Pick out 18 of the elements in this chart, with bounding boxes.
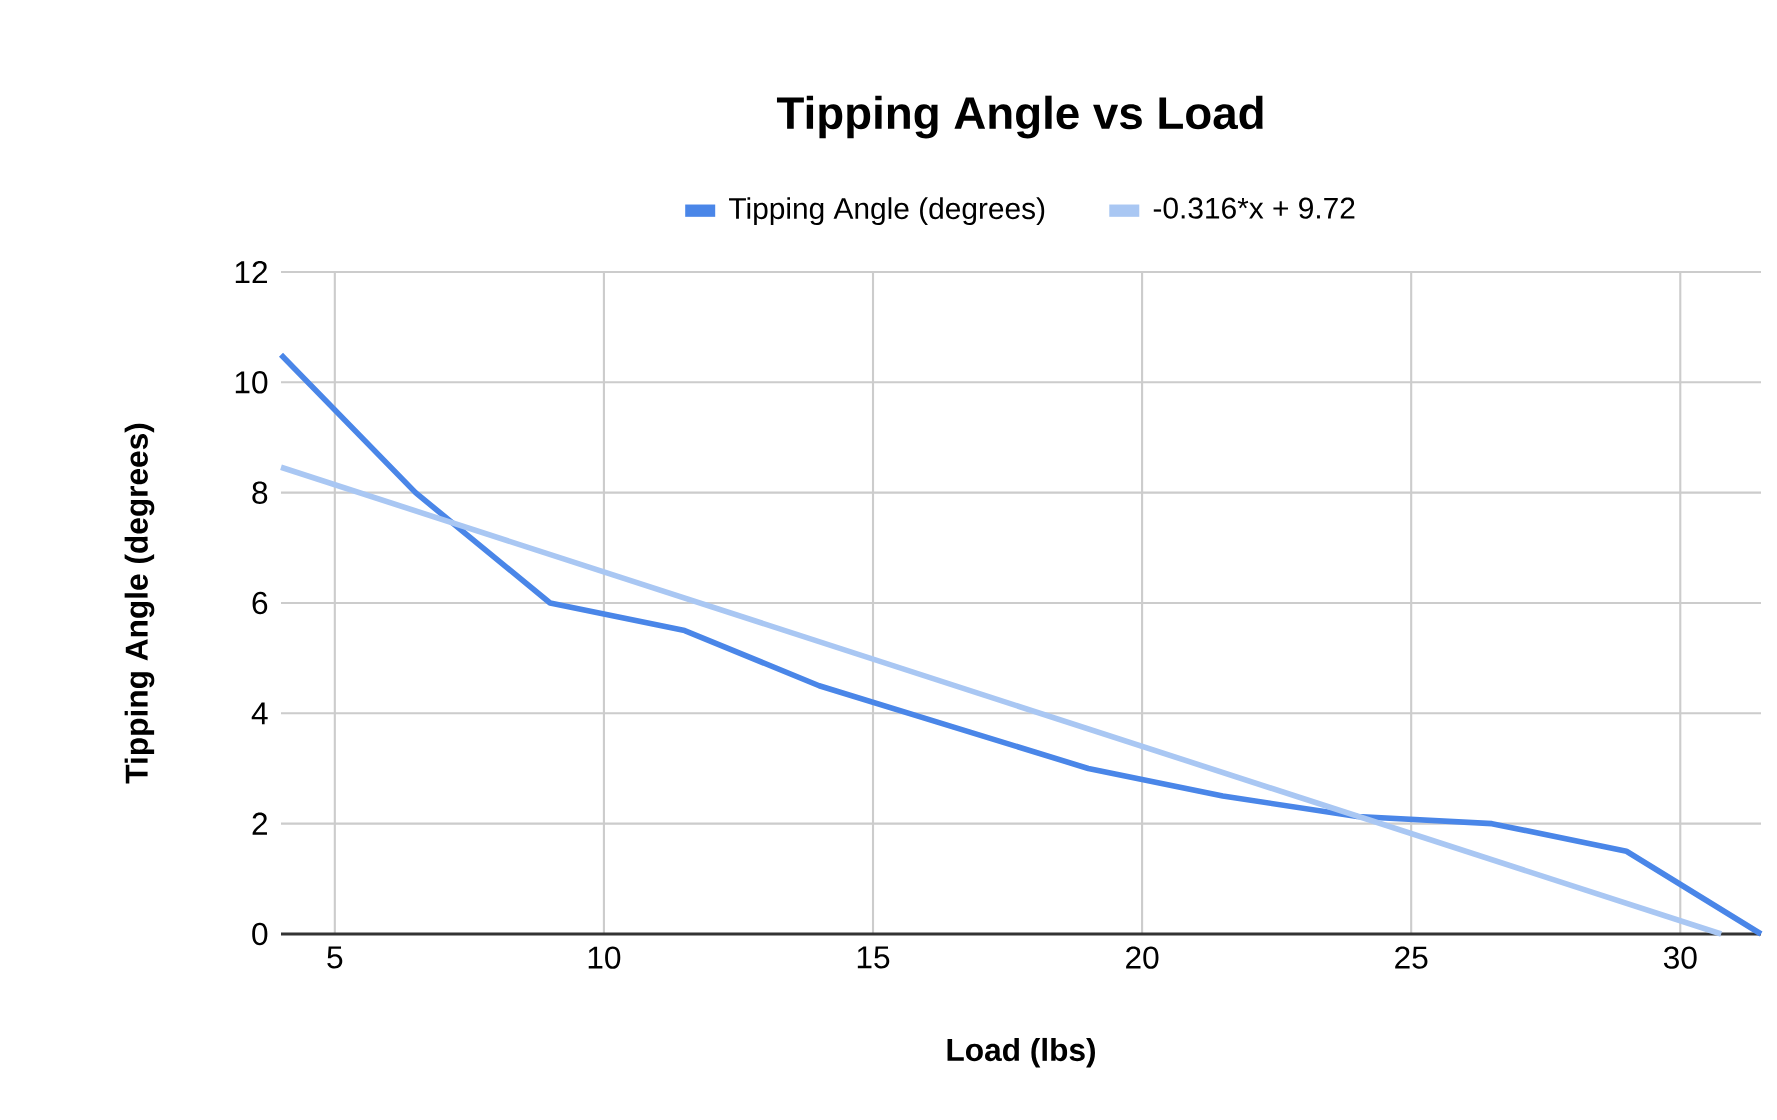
y-tick-label: 12 bbox=[235, 260, 267, 284]
x-tick-label: 5 bbox=[327, 946, 343, 969]
y-axis-title: Tipping Angle (degrees) bbox=[124, 423, 155, 784]
y-tick-label: 6 bbox=[252, 591, 268, 615]
y-tick-label: 2 bbox=[252, 812, 267, 835]
y-tick-label: 8 bbox=[252, 481, 268, 504]
y-tick-label: 10 bbox=[235, 371, 268, 394]
chart-title: Tipping Angle vs Load bbox=[776, 95, 1263, 139]
x-tick-label: 15 bbox=[857, 946, 890, 969]
x-tick-label: 30 bbox=[1663, 946, 1697, 969]
x-tick-label: 25 bbox=[1395, 946, 1428, 969]
legend-label: -0.316*x + 9.72 bbox=[1153, 197, 1355, 219]
y-tick-label: 0 bbox=[252, 922, 268, 946]
x-axis-title: Load (lbs) bbox=[947, 1037, 1095, 1068]
x-tick-label: 20 bbox=[1126, 946, 1159, 969]
y-tick-label: 4 bbox=[251, 702, 268, 725]
x-tick-label: 10 bbox=[588, 946, 621, 969]
legend-label: Tipping Angle (degrees) bbox=[729, 197, 1045, 226]
